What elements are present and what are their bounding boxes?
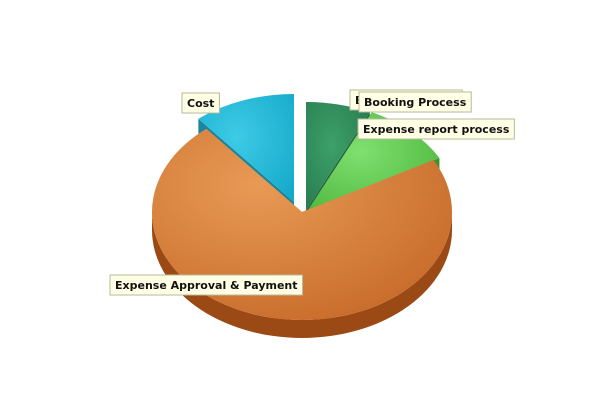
label-cost-text: Cost xyxy=(187,97,214,110)
label-expense-approval-payment-box xyxy=(109,274,304,296)
label-expense-approval-payment-text: Expense Approval & Payment xyxy=(115,279,298,292)
label-booking-process: Booking Process xyxy=(358,91,472,113)
pie-slice-booking-process xyxy=(306,102,370,210)
label-expense-approval-payment: Expense Approval & Payment xyxy=(109,274,304,296)
label-expense-report-process: Expense report process xyxy=(357,118,515,140)
label-cost: Cost xyxy=(181,92,220,114)
label-booking-process-box xyxy=(358,91,472,113)
label-expense-report-process-box xyxy=(357,118,515,140)
label-booking-process-text: Booking Process xyxy=(364,96,467,109)
pie-slice-expense-approval-payment xyxy=(152,128,453,321)
label-cost-box xyxy=(181,92,220,114)
pie-slice-side-expense-approval-payment xyxy=(152,212,452,338)
label-expense-report-process-text: Expense report process xyxy=(363,123,510,136)
pie-slice-cost xyxy=(198,94,294,202)
